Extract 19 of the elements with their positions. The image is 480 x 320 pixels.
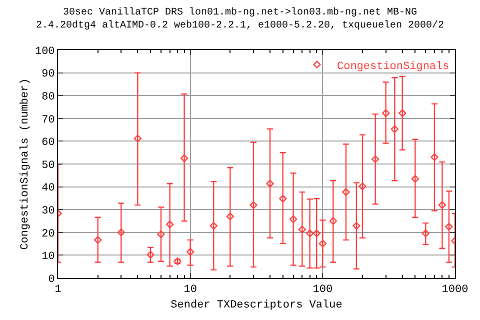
y-tick-label: 30 [42,205,55,218]
y-tick-label: 70 [42,114,55,126]
x-tick-label: 10 [184,284,197,296]
x-tick-label: 100 [312,284,333,296]
y-tick-label: 0 [48,274,55,286]
y-tick-label: 80 [42,91,55,104]
y-tick-label: 100 [34,46,55,58]
y-tick-label: 10 [42,251,55,264]
y-tick-label: 50 [42,160,55,172]
y-tick-label: 60 [42,137,55,150]
chart-title: 30sec VanillaTCP DRS lon01.mb-ng.net->lon03.mb-ng.net MB-NG 2.4.20dtg4 altAIMD-0.2 web100-2.2.1, e1000-5.2.20, txqueuelen 2000/2 [36,6,444,32]
x-tick-label: 1000 [442,284,468,296]
x-axis-title: Sender TXDescriptors Value [170,299,342,312]
y-tick-label: 40 [42,182,55,195]
legend-label: CongestionSignals [337,60,450,73]
y-tick-label: 20 [42,228,55,240]
y-tick-label: 90 [42,68,55,81]
x-tick-label: 1 [54,284,62,296]
y-axis-title: CongestionSignals (number) [20,78,32,250]
